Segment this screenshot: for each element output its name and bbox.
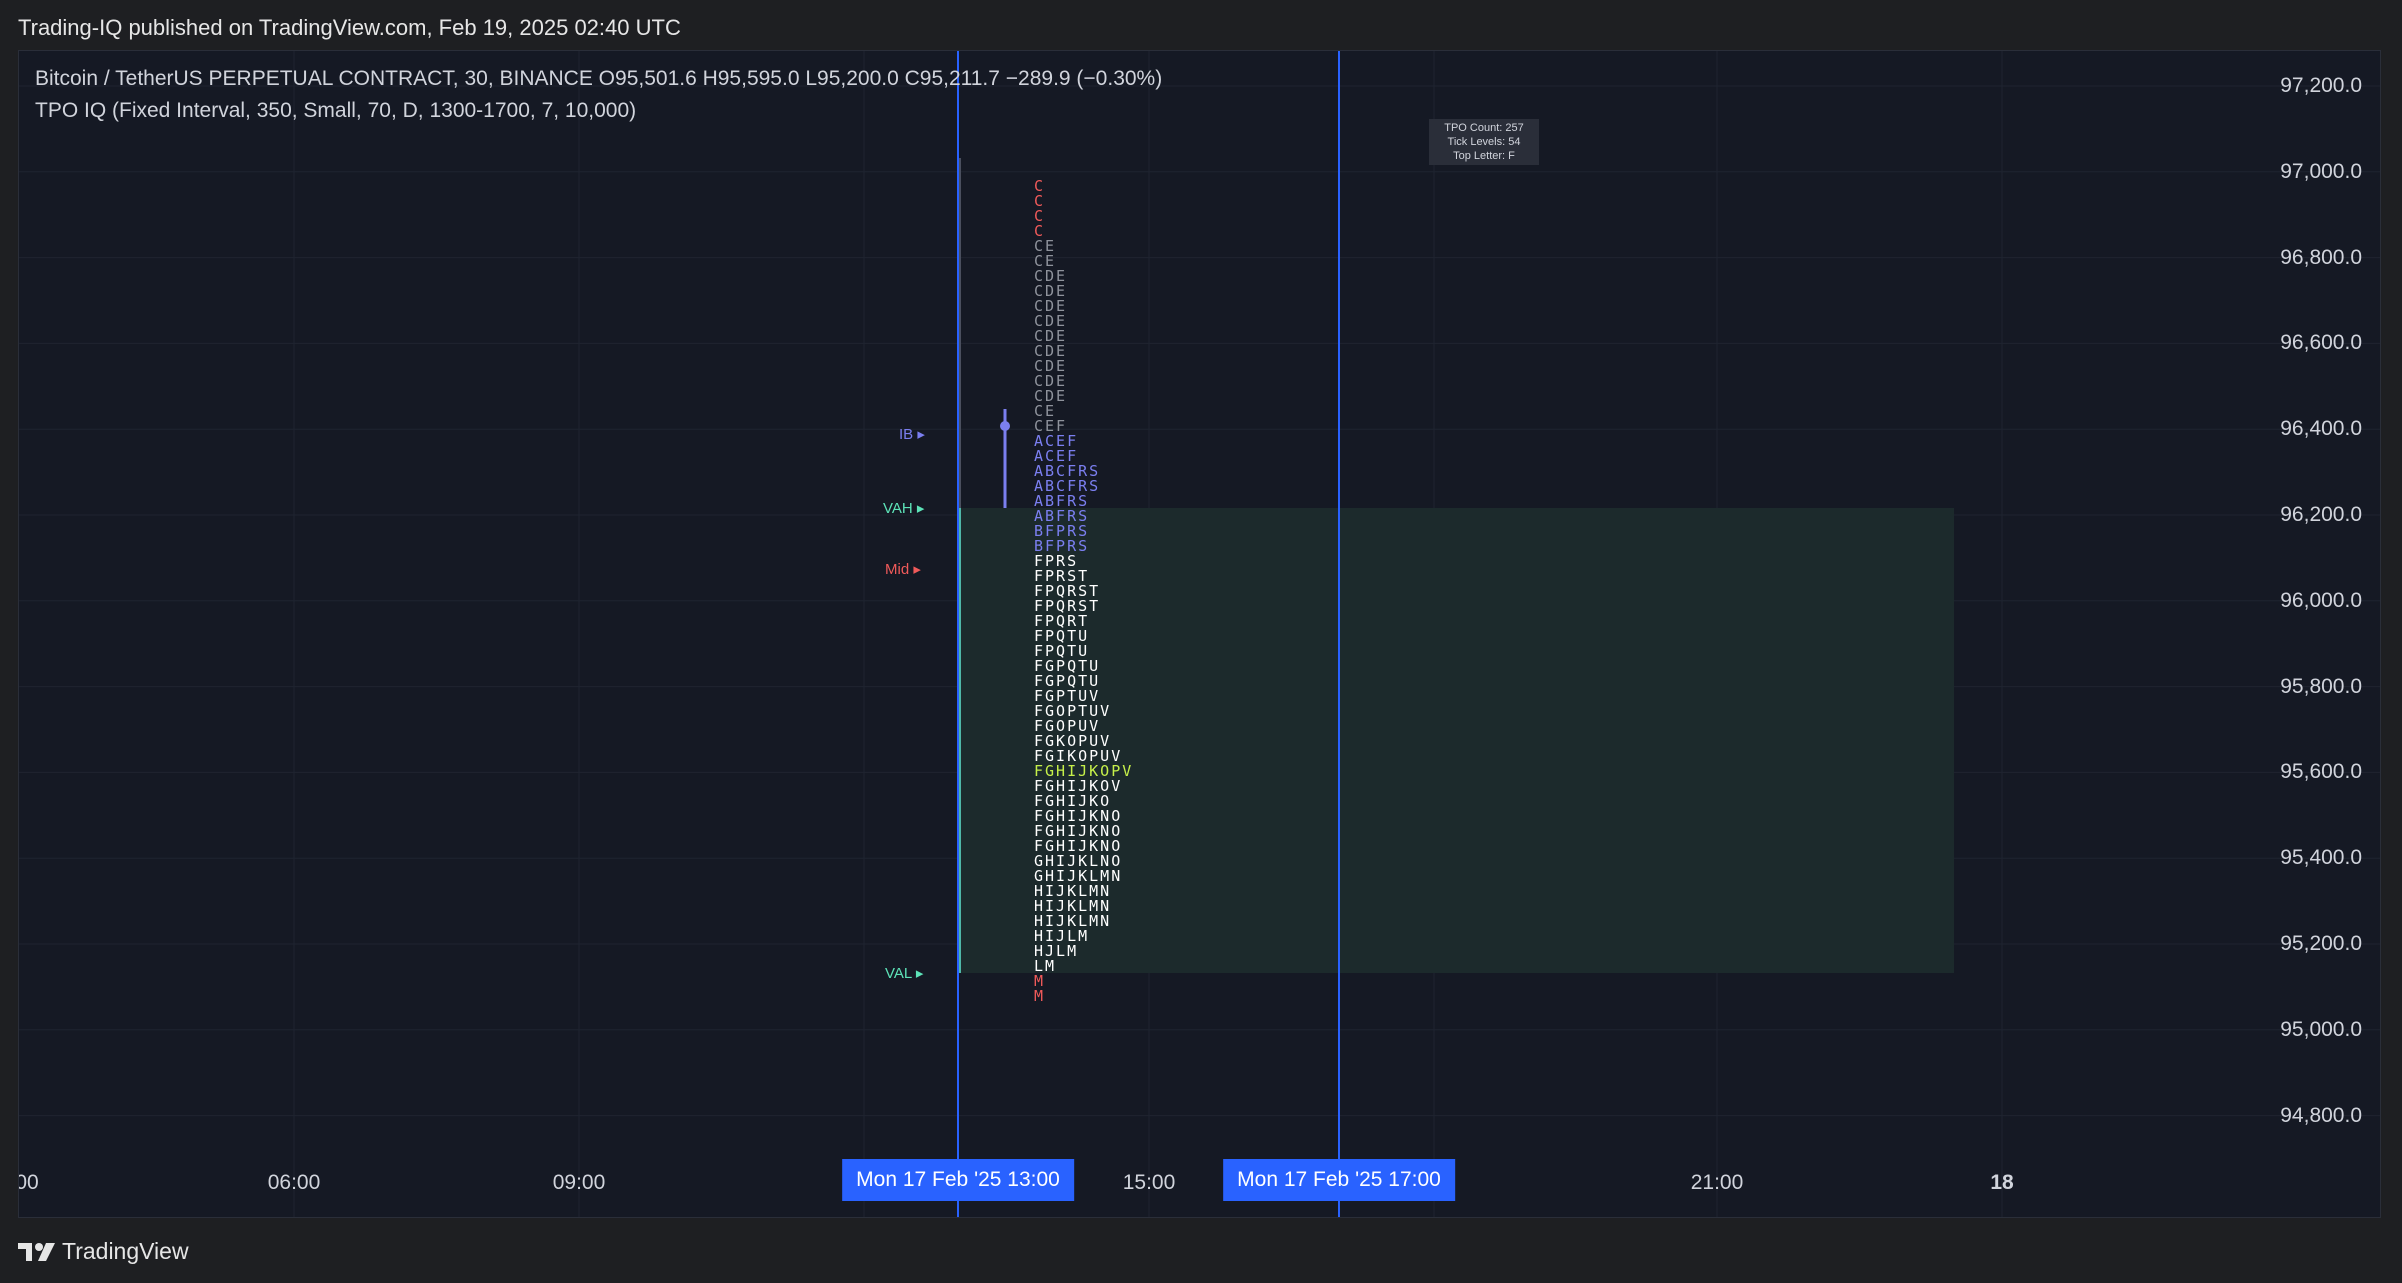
tpo-row: C bbox=[1034, 222, 1046, 240]
time-tick-label: 09:00 bbox=[552, 1171, 606, 1194]
tpo-row: FGPQTU bbox=[1034, 672, 1101, 690]
ohlc-values: O95,501.6 H95,595.0 L95,200.0 C95,211.7 … bbox=[592, 67, 1163, 90]
footer: TradingView bbox=[0, 1218, 2402, 1283]
tpo-row: FGHIJKNO bbox=[1034, 807, 1123, 825]
tpo-row: FGIKOPUV bbox=[1034, 747, 1123, 765]
tpo-row: CDE bbox=[1034, 387, 1068, 405]
price-tick-label: 97,200.0 bbox=[2280, 74, 2362, 97]
tpo-row: FGHIJKNO bbox=[1034, 822, 1123, 840]
tpo-row: FGHIJKO bbox=[1034, 792, 1112, 810]
tpo-row: GHIJKLNO bbox=[1034, 852, 1123, 870]
tpo-stats-box: TPO Count: 257 Tick Levels: 54 Top Lette… bbox=[1429, 119, 1539, 165]
price-tick-label: 95,200.0 bbox=[2280, 932, 2362, 955]
symbol-legend[interactable]: Bitcoin / TetherUS PERPETUAL CONTRACT, 3… bbox=[35, 67, 1162, 91]
price-tick-label: 96,800.0 bbox=[2280, 245, 2362, 269]
price-tick-label: 96,200.0 bbox=[2280, 503, 2362, 526]
tpo-row: GHIJKLMN bbox=[1034, 867, 1123, 885]
price-tick-label: 97,000.0 bbox=[2280, 159, 2362, 183]
time-tick-label: 18 bbox=[1990, 1171, 2014, 1194]
tpo-row: HJLM bbox=[1034, 942, 1079, 960]
price-tick-label: 96,000.0 bbox=[2280, 588, 2362, 612]
tpo-row: HIJLM bbox=[1034, 927, 1090, 945]
time-tick-label: 00 bbox=[19, 1171, 39, 1194]
tpo-row: HIJKLMN bbox=[1034, 912, 1112, 930]
tpo-row: BFPRS bbox=[1034, 522, 1090, 540]
tpo-row: CE bbox=[1034, 402, 1057, 420]
tpo-row: FGOPUV bbox=[1034, 717, 1101, 735]
tpo-row: FPQTU bbox=[1034, 642, 1090, 660]
tpo-row: FPRST bbox=[1034, 567, 1090, 585]
tpo-row: FGHIJKNO bbox=[1034, 837, 1123, 855]
ib-label: IB ▸ bbox=[899, 426, 925, 443]
tpo-row: CDE bbox=[1034, 312, 1068, 330]
price-tick-label: 95,600.0 bbox=[2280, 760, 2362, 784]
symbol-title[interactable]: Bitcoin / TetherUS PERPETUAL CONTRACT, 3… bbox=[35, 67, 593, 90]
val-label: VAL ▸ bbox=[885, 965, 924, 982]
tpo-row: CDE bbox=[1034, 267, 1068, 285]
tpo-row: CDE bbox=[1034, 282, 1068, 300]
chart-pane[interactable]: Bitcoin / TetherUS PERPETUAL CONTRACT, 3… bbox=[18, 50, 2381, 1218]
time-tick-label: 06:00 bbox=[267, 1171, 321, 1194]
mid-label: Mid ▸ bbox=[885, 561, 921, 578]
tpo-row: FGOPTUV bbox=[1034, 702, 1112, 720]
tradingview-brand: TradingView bbox=[62, 1238, 189, 1264]
tpo-row: FGHIJKOPV bbox=[1034, 762, 1134, 780]
ib-marker bbox=[1000, 421, 1010, 431]
publish-header: Trading-IQ published on TradingView.com,… bbox=[0, 0, 2402, 50]
tpo-row: CDE bbox=[1034, 327, 1068, 345]
tpo-row: CDE bbox=[1034, 357, 1068, 375]
tpo-row: C bbox=[1034, 192, 1046, 210]
session-start-time-badge[interactable]: Mon 17 Feb '25 13:00 bbox=[842, 1159, 1074, 1201]
tpo-row: FGKOPUV bbox=[1034, 732, 1112, 750]
tpo-row: FPQRST bbox=[1034, 582, 1101, 600]
tpo-row: C bbox=[1034, 177, 1046, 195]
indicator-title[interactable]: TPO IQ (Fixed Interval, 350, Small, 70, … bbox=[35, 99, 637, 122]
chart-grid-and-overlays bbox=[19, 51, 2380, 1217]
tpo-row: CDE bbox=[1034, 372, 1068, 390]
tick-levels: Tick Levels: 54 bbox=[1447, 136, 1521, 148]
tpo-row: ABFRS bbox=[1034, 507, 1090, 525]
indicator-legend[interactable]: TPO IQ (Fixed Interval, 350, Small, 70, … bbox=[35, 99, 636, 123]
tpo-row: CE bbox=[1034, 237, 1057, 255]
tpo-row: BFPRS bbox=[1034, 537, 1090, 555]
time-tick-label: 15:00 bbox=[1122, 1171, 1176, 1194]
tpo-row: HIJKLMN bbox=[1034, 882, 1112, 900]
tpo-row: LM bbox=[1034, 957, 1057, 975]
tpo-row: CDE bbox=[1034, 342, 1068, 360]
price-tick-label: 96,400.0 bbox=[2280, 417, 2362, 441]
tpo-row: CE bbox=[1034, 252, 1057, 270]
tpo-row: ABFRS bbox=[1034, 492, 1090, 510]
tpo-row: M bbox=[1034, 987, 1046, 1005]
tpo-row: ACEF bbox=[1034, 447, 1079, 465]
price-tick-label: 96,600.0 bbox=[2280, 331, 2362, 355]
tpo-row: CEF bbox=[1034, 417, 1068, 435]
tpo-row: CDE bbox=[1034, 297, 1068, 315]
tpo-row: FPQRST bbox=[1034, 597, 1101, 615]
tpo-row: FPQRT bbox=[1034, 612, 1090, 630]
price-tick-label: 95,000.0 bbox=[2280, 1017, 2362, 1041]
price-tick-label: 95,400.0 bbox=[2280, 846, 2362, 870]
top-letter: Top Letter: F bbox=[1453, 150, 1515, 162]
tpo-count: TPO Count: 257 bbox=[1444, 122, 1524, 134]
value-area-box bbox=[958, 508, 1954, 973]
tpo-row: C bbox=[1034, 207, 1046, 225]
tpo-row: ABCFRS bbox=[1034, 477, 1101, 495]
price-tick-label: 94,800.0 bbox=[2280, 1103, 2362, 1127]
publisher-text: Trading-IQ published on TradingView.com,… bbox=[18, 15, 681, 40]
tpo-row: FGPTUV bbox=[1034, 687, 1101, 705]
tpo-row: M bbox=[1034, 972, 1046, 990]
tpo-row: ABCFRS bbox=[1034, 462, 1101, 480]
tpo-row: FPRS bbox=[1034, 552, 1079, 570]
tpo-row: FGHIJKOV bbox=[1034, 777, 1123, 795]
price-tick-label: 95,800.0 bbox=[2280, 674, 2362, 698]
tpo-row: ACEF bbox=[1034, 432, 1079, 450]
tradingview-logo[interactable]: TradingView bbox=[18, 1238, 189, 1265]
tpo-row: HIJKLMN bbox=[1034, 897, 1112, 915]
session-end-time-badge[interactable]: Mon 17 Feb '25 17:00 bbox=[1223, 1159, 1455, 1201]
vah-label: VAH ▸ bbox=[883, 500, 925, 517]
tpo-row: FPQTU bbox=[1034, 627, 1090, 645]
tradingview-logo-icon bbox=[18, 1242, 55, 1261]
tpo-row: FGPQTU bbox=[1034, 657, 1101, 675]
time-tick-label: 21:00 bbox=[1690, 1171, 1744, 1194]
